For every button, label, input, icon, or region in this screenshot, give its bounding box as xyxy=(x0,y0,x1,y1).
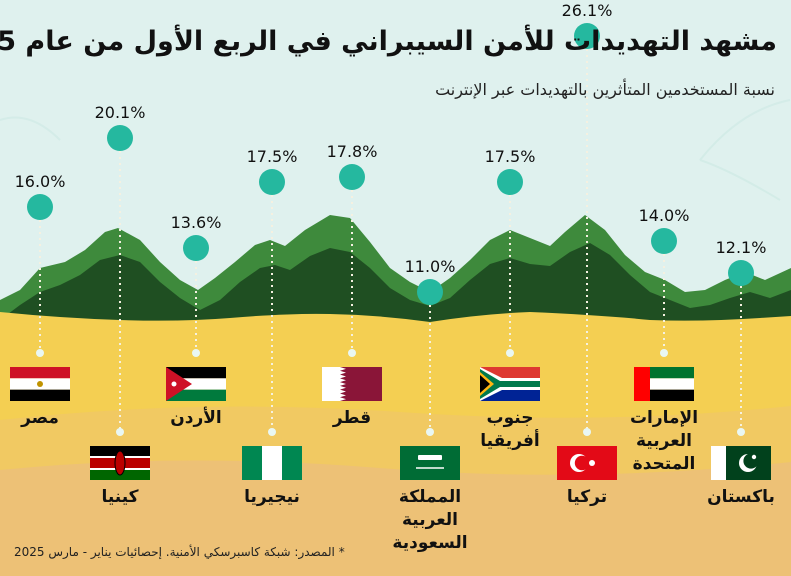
country-name-line: نيجيريا xyxy=(244,487,300,507)
anchor-dot xyxy=(506,349,514,357)
data-label: 20.1% xyxy=(94,103,146,122)
data-point xyxy=(27,194,53,220)
data-point xyxy=(728,260,754,286)
kenya-flag xyxy=(90,446,150,480)
anchor-dot xyxy=(583,428,591,436)
country-name-line: الأردن xyxy=(170,408,222,428)
country-name: جنوب أفريقيا xyxy=(450,407,570,453)
data-point xyxy=(107,125,133,151)
nigeria-flag xyxy=(242,446,302,480)
country-name: قطر xyxy=(292,407,412,430)
country-name: كينيا xyxy=(60,486,180,509)
country-name-line: المتحدة xyxy=(632,454,696,474)
country-name-line: تركيا xyxy=(566,487,608,507)
anchor-dot xyxy=(268,428,276,436)
country-name-line: كينيا xyxy=(101,487,139,507)
south-africa-flag xyxy=(480,367,540,401)
egypt-flag xyxy=(10,367,70,401)
data-point xyxy=(651,228,677,254)
anchor-dot xyxy=(426,428,434,436)
data-label: 13.6% xyxy=(170,213,222,232)
country-name: نيجيريا xyxy=(212,486,332,509)
data-point xyxy=(417,279,443,305)
country-name: تركيا xyxy=(527,486,647,509)
country-name: الأردن xyxy=(136,407,256,430)
qatar-flag xyxy=(322,367,382,401)
country-name-line: السعودية xyxy=(392,533,468,553)
anchor-dot xyxy=(348,349,356,357)
data-point xyxy=(339,164,365,190)
page-subtitle: نسبة المستخدمين المتأثرين بالتهديدات عبر… xyxy=(435,80,775,99)
data-label: 17.8% xyxy=(326,142,378,161)
anchor-dot xyxy=(36,349,44,357)
country-name-line: أفريقيا xyxy=(480,431,540,451)
country-name: المملكة العربية السعودية xyxy=(370,486,490,555)
pakistan-flag xyxy=(711,446,771,480)
anchor-dot xyxy=(192,349,200,357)
data-label: 14.0% xyxy=(638,206,690,225)
country-name-line: قطر xyxy=(332,408,372,428)
data-point xyxy=(259,169,285,195)
country-name: باكستان xyxy=(681,486,791,509)
country-name-line: جنوب xyxy=(486,408,534,428)
country-name: الإمارات العربية المتحدة xyxy=(604,407,724,476)
country-name-line: المملكة xyxy=(398,487,462,507)
data-point xyxy=(574,23,600,49)
uae-flag xyxy=(634,367,694,401)
data-label: 12.1% xyxy=(715,238,767,257)
country-name-line: الإمارات xyxy=(629,408,699,428)
country-name-line: العربية xyxy=(401,510,458,530)
data-label: 16.0% xyxy=(14,172,66,191)
jordan-flag xyxy=(166,367,226,401)
anchor-dot xyxy=(737,428,745,436)
data-label: 17.5% xyxy=(484,147,536,166)
country-name-line: العربية xyxy=(635,431,692,451)
anchor-dot xyxy=(660,349,668,357)
anchor-dot xyxy=(116,428,124,436)
turkey-flag xyxy=(557,446,617,480)
data-point xyxy=(183,235,209,261)
data-label: 11.0% xyxy=(404,257,456,276)
country-name-line: باكستان xyxy=(707,487,775,507)
data-label: 17.5% xyxy=(246,147,298,166)
data-label: 26.1% xyxy=(561,1,613,20)
country-name-line: مصر xyxy=(21,408,59,428)
saudi-arabia-flag xyxy=(400,446,460,480)
source-note: * المصدر: شبكة كاسبرسكي الأمنية. إحصائيا… xyxy=(14,545,345,559)
data-point xyxy=(497,169,523,195)
country-name: مصر xyxy=(0,407,100,430)
page-title: مشهد التهديدات للأمن السيبراني في الربع … xyxy=(0,26,777,57)
